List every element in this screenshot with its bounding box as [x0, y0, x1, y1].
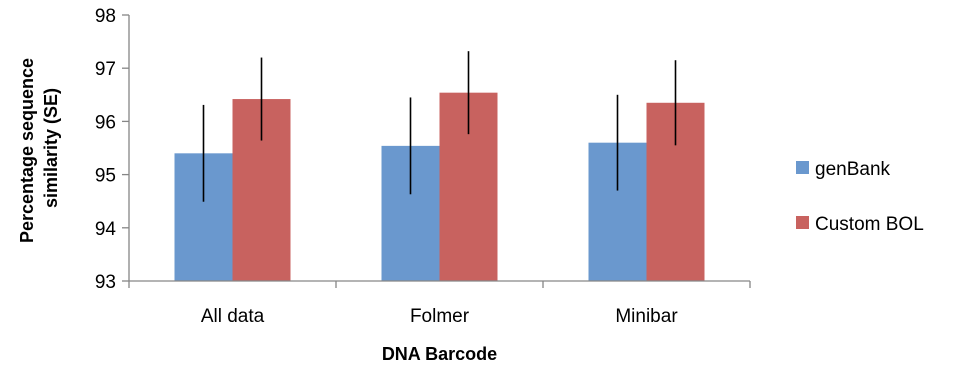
y-axis-title-line-1: Percentage sequence [17, 58, 37, 243]
y-tick-label: 98 [95, 6, 116, 27]
legend-label: Custom BOL [815, 214, 924, 235]
x-ticks: All data Folmer Minibar [128, 281, 751, 327]
x-tick-label: Minibar [615, 306, 678, 327]
y-tick-label: 93 [95, 272, 116, 293]
legend-swatch [796, 161, 809, 174]
legend: genBank Custom BOL [796, 159, 924, 235]
legend-label: genBank [815, 159, 891, 180]
bars-layer [174, 92, 705, 281]
y-tick-label: 94 [95, 219, 117, 240]
x-axis-title: DNA Barcode [382, 344, 497, 364]
error-bars-layer [202, 51, 677, 202]
y-tick-label: 96 [95, 112, 116, 133]
x-tick-label: All data [201, 306, 265, 327]
y-tick-label: 95 [95, 166, 116, 187]
y-axis-title: Percentage sequence similarity (SE) [17, 53, 61, 243]
y-ticks: 93 94 95 96 97 98 [95, 6, 129, 293]
legend-swatch [796, 216, 809, 229]
axes-layer [128, 15, 750, 282]
x-tick-label: Folmer [410, 306, 470, 327]
y-tick-label: 97 [95, 59, 116, 80]
y-axis-title-line-2: similarity (SE) [41, 88, 61, 208]
